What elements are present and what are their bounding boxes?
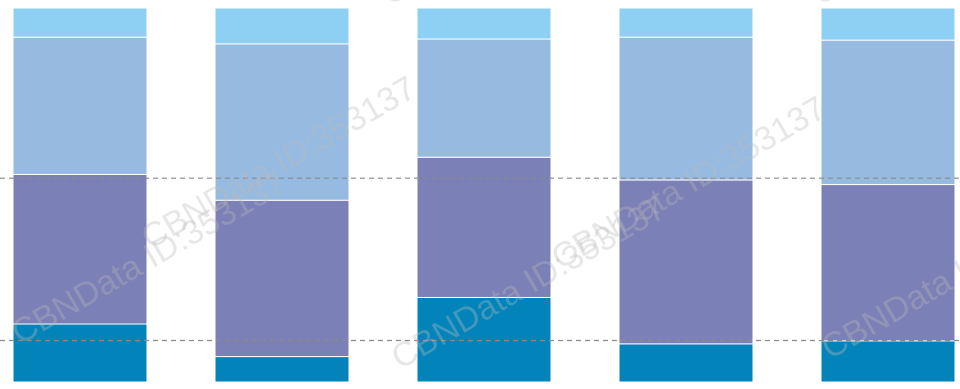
- bar-segment-1-2: [12, 173, 148, 325]
- bar-segment-2-3: [214, 43, 350, 201]
- bar-segment-3-3: [416, 38, 552, 158]
- bar-segment-3-1: [416, 296, 552, 383]
- bar-segment-4-3: [618, 36, 754, 181]
- bar-segment-3-2: [416, 156, 552, 298]
- bar-segment-2-4: [214, 7, 350, 45]
- bar-segment-1-3: [12, 36, 148, 175]
- reference-lines: [0, 177, 960, 342]
- bar-segment-4-1: [618, 343, 754, 383]
- bar-segment-5-1: [820, 340, 956, 383]
- bar-segment-5-3: [820, 39, 956, 186]
- bar-segment-5-4: [820, 7, 956, 41]
- bar-segment-4-4: [618, 7, 754, 38]
- bar-segment-5-2: [820, 184, 956, 342]
- bar-segment-1-1: [12, 323, 148, 383]
- bar-segment-2-2: [214, 199, 350, 358]
- bar-stacks: [12, 7, 956, 383]
- bar-segment-2-1: [214, 356, 350, 383]
- bar-segment-3-4: [416, 7, 552, 40]
- bar-segment-1-4: [12, 7, 148, 38]
